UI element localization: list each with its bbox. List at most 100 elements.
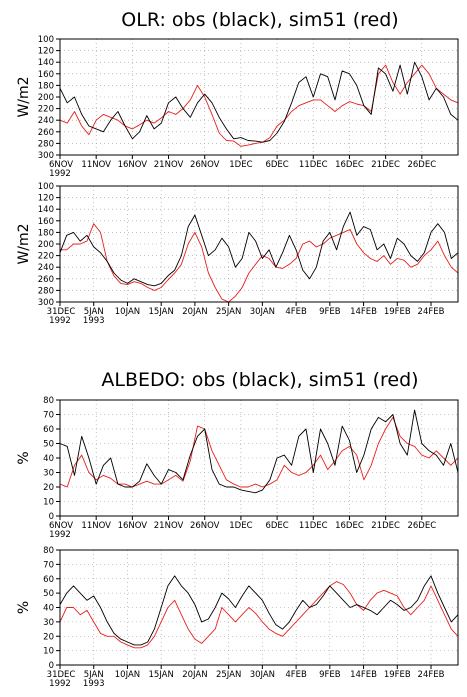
y-axis-label: W/m2 bbox=[16, 223, 32, 264]
x-tick-label: 31DEC bbox=[47, 307, 76, 317]
x-tick-label: 10JAN bbox=[115, 307, 140, 317]
y-tick-label: 240 bbox=[38, 263, 54, 273]
x-tick-label: 16DEC bbox=[335, 521, 364, 531]
x-tick-label: 19FEB bbox=[384, 307, 411, 317]
y-tick-label: 10 bbox=[43, 498, 54, 508]
x-tick-label: 1DEC bbox=[229, 521, 252, 531]
x-tick-label: 26NOV bbox=[190, 521, 220, 531]
x-tick-label: 6DEC bbox=[265, 521, 288, 531]
plot-frame bbox=[59, 399, 459, 517]
x-tick-label: 16DEC bbox=[335, 160, 364, 170]
y-tick-label: 280 bbox=[38, 139, 54, 149]
x-tick-label: 26DEC bbox=[407, 160, 436, 170]
sim51-series-line bbox=[59, 416, 459, 488]
y-axis-label: % bbox=[16, 451, 32, 464]
y-tick-label: 0 bbox=[49, 512, 54, 522]
plot-frame bbox=[59, 185, 459, 303]
y-tick-label: 300 bbox=[38, 151, 54, 161]
y-tick-label: 120 bbox=[38, 47, 54, 57]
x-tick-label: 6NOV bbox=[49, 521, 73, 531]
y-tick-label: 200 bbox=[38, 240, 54, 250]
y-tick-label: 20 bbox=[43, 632, 54, 642]
y-tick-label: 140 bbox=[38, 58, 54, 68]
olr-jan-feb-panel: 10012014016018020022024026028030031DEC19… bbox=[16, 182, 459, 326]
y-tick-label: 30 bbox=[43, 618, 54, 628]
olr-title: OLR: obs (black), sim51 (red) bbox=[121, 9, 398, 31]
x-tick-label: 14FEB bbox=[350, 670, 377, 680]
y-tick-label: 80 bbox=[43, 546, 54, 556]
y-tick-label: 220 bbox=[38, 105, 54, 115]
x-tick-label: 9FEB bbox=[319, 307, 341, 317]
x-tick-label: 25JAN bbox=[216, 307, 241, 317]
x-tick-label: 16NOV bbox=[118, 521, 148, 531]
y-tick-label: 30 bbox=[43, 469, 54, 479]
x-tick-year-label: 1992 bbox=[49, 530, 71, 540]
y-tick-label: 160 bbox=[38, 217, 54, 227]
plot-frame bbox=[59, 38, 459, 156]
y-tick-label: 40 bbox=[43, 604, 54, 614]
y-tick-label: 10 bbox=[43, 647, 54, 657]
obs-series-line bbox=[59, 61, 459, 143]
y-tick-label: 120 bbox=[38, 194, 54, 204]
y-tick-label: 50 bbox=[43, 589, 54, 599]
sim51-series-line bbox=[60, 223, 459, 303]
x-tick-year-label: 1992 bbox=[49, 679, 71, 689]
x-tick-label: 25JAN bbox=[216, 670, 241, 680]
albedo-title: ALBEDO: obs (black), sim51 (red) bbox=[101, 369, 418, 391]
x-tick-year-label: 1993 bbox=[83, 679, 105, 689]
x-tick-label: 11DEC bbox=[299, 521, 328, 531]
x-tick-label: 15JAN bbox=[149, 307, 174, 317]
x-tick-label: 15JAN bbox=[149, 670, 174, 680]
y-tick-label: 50 bbox=[43, 440, 54, 450]
x-tick-label: 5JAN bbox=[84, 307, 104, 317]
y-tick-label: 260 bbox=[38, 275, 54, 285]
x-tick-label: 19FEB bbox=[384, 670, 411, 680]
y-tick-label: 180 bbox=[38, 228, 54, 238]
x-tick-label: 6NOV bbox=[49, 160, 73, 170]
x-tick-label: 21DEC bbox=[371, 160, 400, 170]
y-tick-label: 100 bbox=[38, 182, 54, 192]
x-tick-label: 6DEC bbox=[265, 160, 288, 170]
y-tick-label: 160 bbox=[38, 70, 54, 80]
sim51-series-line bbox=[59, 64, 459, 147]
y-tick-label: 240 bbox=[38, 116, 54, 126]
y-tick-label: 280 bbox=[38, 286, 54, 296]
sim51-series-line bbox=[59, 581, 459, 649]
x-tick-label: 4FEB bbox=[285, 307, 307, 317]
x-tick-label: 24FEB bbox=[418, 307, 445, 317]
obs-series-line bbox=[59, 211, 459, 287]
y-tick-label: 70 bbox=[43, 560, 54, 570]
x-tick-label: 21DEC bbox=[371, 521, 400, 531]
y-axis-label: % bbox=[16, 601, 32, 614]
x-tick-label: 21NOV bbox=[154, 521, 184, 531]
y-tick-label: 40 bbox=[43, 454, 54, 464]
x-tick-label: 11DEC bbox=[299, 160, 328, 170]
x-tick-label: 26DEC bbox=[407, 521, 436, 531]
x-tick-label: 10JAN bbox=[115, 670, 140, 680]
y-tick-label: 70 bbox=[43, 411, 54, 421]
y-tick-label: 60 bbox=[43, 575, 54, 585]
x-tick-label: 16NOV bbox=[118, 160, 148, 170]
x-tick-label: 14FEB bbox=[350, 307, 377, 317]
x-tick-year-label: 1992 bbox=[49, 316, 71, 326]
obs-series-line bbox=[59, 575, 459, 646]
y-tick-label: 300 bbox=[38, 298, 54, 308]
y-tick-label: 100 bbox=[38, 35, 54, 45]
x-tick-label: 20JAN bbox=[182, 307, 207, 317]
x-tick-label: 4FEB bbox=[285, 670, 307, 680]
x-tick-label: 20JAN bbox=[182, 670, 207, 680]
y-tick-label: 200 bbox=[38, 93, 54, 103]
y-tick-label: 60 bbox=[43, 425, 54, 435]
obs-series-line bbox=[59, 409, 459, 494]
y-tick-label: 260 bbox=[38, 128, 54, 138]
x-tick-label: 30JAN bbox=[250, 307, 275, 317]
x-tick-year-label: 1993 bbox=[83, 316, 105, 326]
y-tick-label: 180 bbox=[38, 81, 54, 91]
x-tick-label: 21NOV bbox=[154, 160, 184, 170]
x-tick-label: 1DEC bbox=[229, 160, 252, 170]
x-tick-label: 9FEB bbox=[319, 670, 341, 680]
